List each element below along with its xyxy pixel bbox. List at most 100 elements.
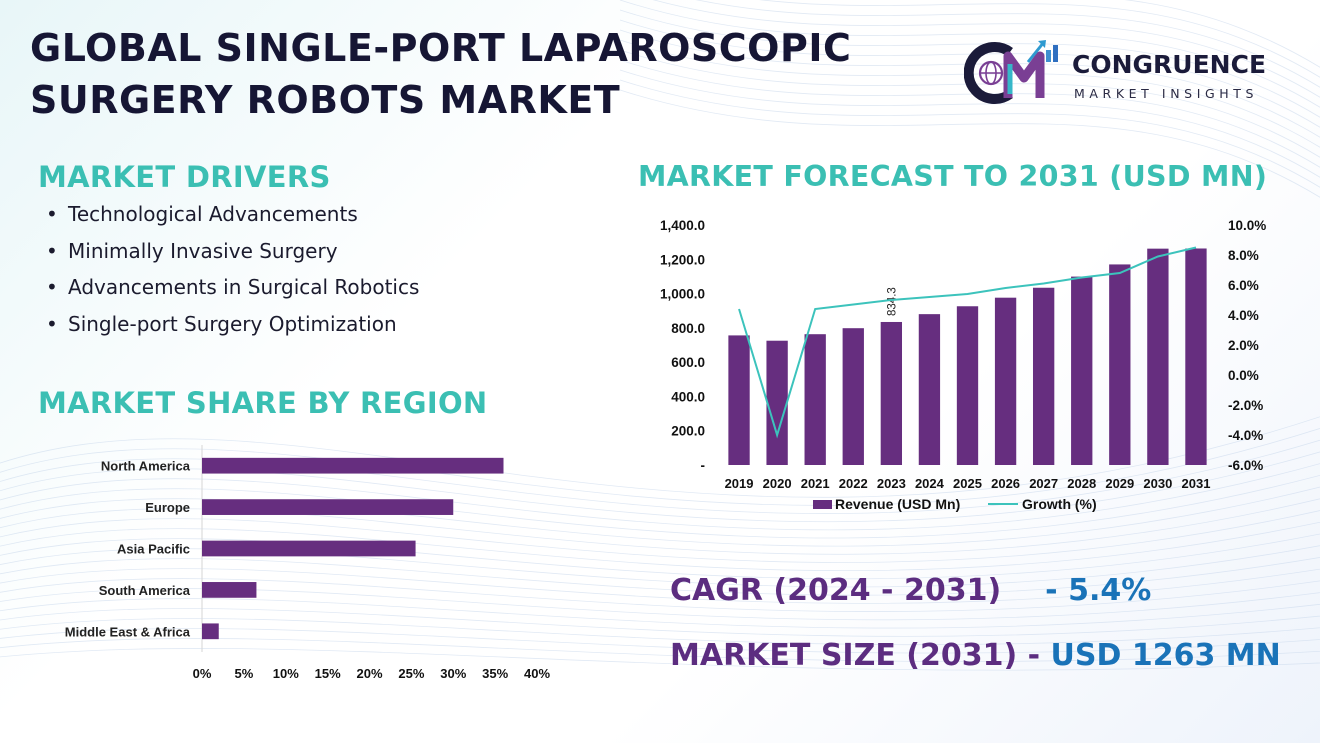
x-axis-tick-label: 2022 <box>839 476 868 491</box>
x-axis-tick-label: 2031 <box>1182 476 1211 491</box>
driver-item-label: Advancements in Surgical Robotics <box>68 275 420 299</box>
bullet-icon: • <box>46 311 58 336</box>
region-share-bar <box>202 499 454 515</box>
page-title-line-2: SURGERY ROBOTS MARKET <box>30 78 621 122</box>
background-wave-line <box>695 0 1320 88</box>
background-wave-line <box>619 89 1320 198</box>
bullet-icon: • <box>46 275 58 299</box>
background-wave-line <box>0 439 1320 514</box>
revenue-bar <box>804 334 826 465</box>
driver-item-label: Single-port Surgery Optimization <box>68 311 397 336</box>
page-title-line-1: GLOBAL SINGLE-PORT LAPAROSCOPIC <box>30 26 852 70</box>
revenue-bar <box>1032 287 1055 465</box>
region-share-bar <box>202 540 416 557</box>
revenue-bar <box>842 328 864 465</box>
logo-subtitle: MARKET INSIGHTS <box>1074 86 1259 101</box>
x-axis-tick-label: 2027 <box>1029 476 1058 491</box>
revenue-bar <box>918 314 941 465</box>
x-axis-tick-label: 2024 <box>915 476 945 491</box>
x-axis-tick-label: 2019 <box>725 476 754 491</box>
market-share-by-region-chart: North America Europe Asia Pacific South Ame… <box>65 445 550 681</box>
revenue-bar <box>1109 264 1131 465</box>
background-wave-line <box>0 486 1320 547</box>
x-axis-tick-label: 2021 <box>801 476 830 491</box>
right-axis-tick-label: 6.0% <box>1228 278 1259 293</box>
x-axis-tick-label: 2030 <box>1143 476 1172 491</box>
right-axis-tick-label: 4.0% <box>1228 308 1259 323</box>
right-axis-tick-label: 8.0% <box>1228 248 1259 263</box>
market-share-heading: MARKET SHARE BY REGION <box>38 386 488 420</box>
background-wave-line <box>1124 0 1320 68</box>
background-wave-line <box>0 509 1320 563</box>
x-axis-tick-label: 35% <box>482 666 508 681</box>
revenue-bar <box>880 321 903 465</box>
x-axis-tick-label: 15% <box>315 666 341 681</box>
right-axis-tick-label: -2.0% <box>1228 398 1263 413</box>
legend-label-revenue: Revenue (USD Mn) <box>835 496 960 512</box>
background-wave-line <box>0 498 1320 555</box>
x-axis-tick-label: 2028 <box>1067 476 1096 491</box>
left-axis-tick-label: 200.0 <box>671 424 705 439</box>
background-wave-line <box>0 628 1320 654</box>
logo-name: CONGRUENCE <box>1072 50 1267 79</box>
revenue-bar <box>1185 248 1207 465</box>
background-wave-line <box>0 521 1320 572</box>
region-label: Middle East & Africa <box>65 624 191 639</box>
x-axis-tick-label: 2020 <box>763 476 792 491</box>
left-axis-tick-label: - <box>701 458 706 473</box>
x-axis-tick-label: 40% <box>524 666 550 681</box>
region-label: South America <box>99 583 191 598</box>
market-forecast-chart: - 200.0 400.0 600.0 800.0 1,000.0 1,200.0 1,400… <box>660 218 1266 512</box>
page-title: GLOBAL SINGLE-PORT LAPAROSCOPIC SURGERY … <box>30 22 930 126</box>
background-wave-line <box>0 463 1320 531</box>
legend-label-growth: Growth (%) <box>1022 496 1097 512</box>
background-wave-line <box>0 598 1320 629</box>
revenue-bar <box>766 340 788 465</box>
x-axis-tick-label: 30% <box>440 666 466 681</box>
left-axis-tick-label: 600.0 <box>671 355 705 370</box>
legend-swatch-revenue <box>813 500 832 509</box>
left-axis-tick-label: 400.0 <box>671 389 705 404</box>
market-size-kpi: MARKET SIZE (2031) - USD 1263 MN <box>670 638 1281 673</box>
region-share-bar <box>202 457 504 474</box>
background-wave-line <box>619 59 1320 168</box>
background-wave-line <box>0 608 1320 637</box>
x-axis-tick-label: 2025 <box>953 476 982 491</box>
revenue-bar <box>994 297 1017 465</box>
background-wave-line <box>0 568 1320 604</box>
x-axis-tick-label: 10% <box>273 666 299 681</box>
background-wave-line <box>0 427 1320 506</box>
background-wave-line <box>0 556 1320 596</box>
bullet-icon: • <box>46 238 58 263</box>
left-axis-tick-label: 1,400.0 <box>660 218 705 233</box>
background-wave-line <box>0 416 1320 498</box>
company-logo: CONGRUENCE MARKET INSIGHTS <box>963 36 1294 108</box>
market-drivers-list: • Technological Advancements • Minimally I… <box>46 200 419 346</box>
market-size-value: USD 1263 MN <box>1050 638 1281 673</box>
revenue-bar <box>956 306 979 465</box>
right-axis-tick-label: -4.0% <box>1228 428 1263 443</box>
right-axis-tick-label: -6.0% <box>1228 458 1263 473</box>
market-size-label: MARKET SIZE (2031) - <box>670 638 1041 673</box>
market-forecast-heading: MARKET FORECAST TO 2031 (USD MN) <box>638 160 1268 193</box>
background-wave-line <box>0 545 1320 588</box>
driver-item: • Minimally Invasive Surgery <box>46 237 419 274</box>
background-wave-line <box>619 0 1320 108</box>
background-wave-line <box>0 451 1320 523</box>
x-axis-tick-label: 0% <box>193 666 212 681</box>
x-axis-tick-label: 2026 <box>991 476 1020 491</box>
background-wave-line <box>0 474 1320 539</box>
region-share-bar <box>202 582 257 598</box>
driver-item: • Technological Advancements <box>46 200 419 237</box>
background-wave-line <box>0 578 1320 612</box>
driver-item: • Single-port Surgery Optimization <box>46 310 419 347</box>
right-axis-tick-label: 2.0% <box>1228 338 1259 353</box>
driver-item-label: Minimally Invasive Surgery <box>68 238 338 263</box>
left-axis-tick-label: 1,200.0 <box>660 252 705 267</box>
bullet-icon: • <box>46 202 58 226</box>
driver-item-label: Technological Advancements <box>68 202 358 226</box>
region-share-bar <box>202 623 219 640</box>
background-wave-line <box>758 0 1320 78</box>
x-axis-tick-label: 20% <box>356 666 382 681</box>
